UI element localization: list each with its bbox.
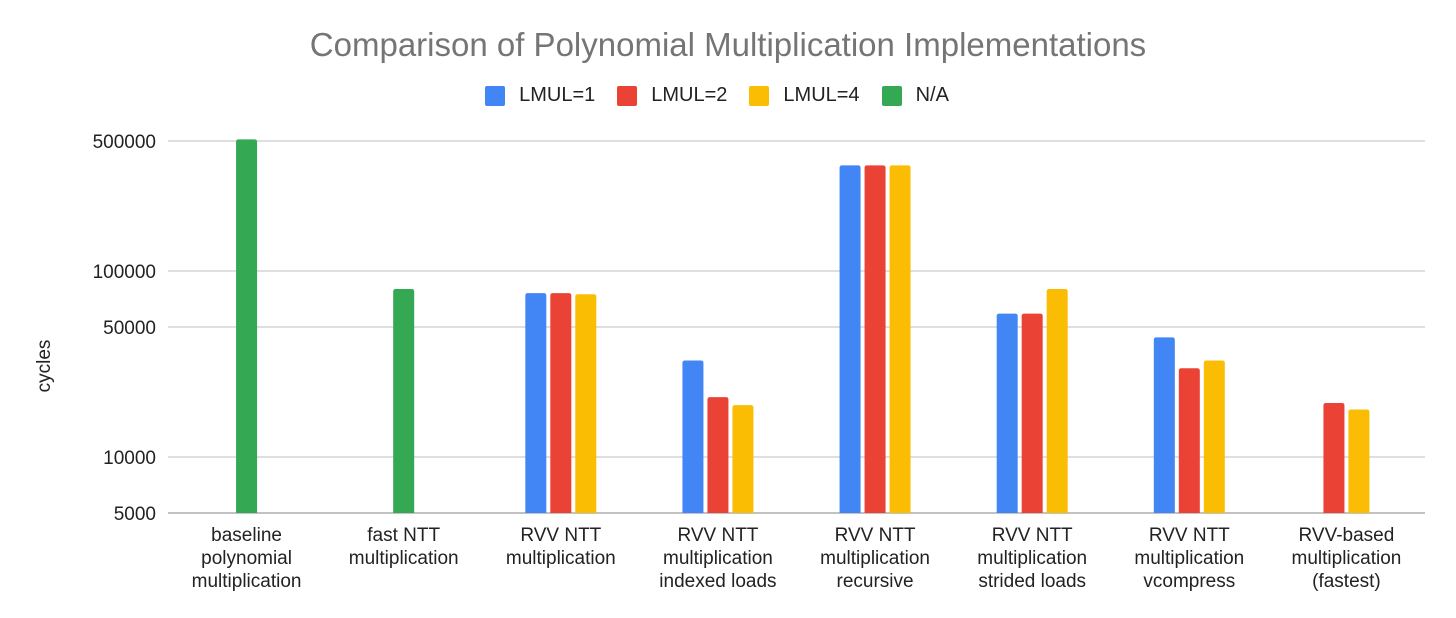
- legend-swatch: [749, 85, 770, 106]
- category-label: RVV NTT multiplication: [506, 525, 616, 569]
- legend-swatch: [881, 85, 902, 106]
- bar: [1323, 403, 1345, 513]
- y-tick-label: 50000: [103, 318, 156, 339]
- legend-item: LMUL=4: [749, 84, 860, 107]
- bar: [236, 139, 258, 513]
- category-labels: baseline polynomial multiplication fast NTT…: [192, 525, 1402, 592]
- category-label: RVV NTT multiplication indexed loads: [659, 525, 776, 592]
- chart-title: Comparison of Polynomial Multiplication …: [309, 26, 1147, 63]
- y-tick-labels: 500000 100000 50000 10000 5000: [93, 132, 156, 525]
- bar: [732, 405, 754, 513]
- bar: [864, 165, 886, 513]
- y-tick-label: 10000: [103, 448, 156, 469]
- bar: [839, 165, 861, 513]
- legend-label: LMUL=4: [783, 84, 860, 106]
- bar: [1021, 313, 1043, 513]
- bar: [682, 360, 704, 513]
- legend-label: LMUL=1: [519, 84, 596, 106]
- bar: [1046, 289, 1068, 513]
- y-tick-label: 100000: [93, 262, 156, 283]
- category-label: RVV NTT multiplication recursive: [820, 525, 930, 592]
- bar: [575, 294, 597, 513]
- category-label: RVV NTT multiplication strided loads: [977, 525, 1087, 592]
- bar: [1348, 409, 1370, 513]
- gridlines: [168, 140, 1425, 514]
- legend: LMUL=1 LMUL=2 LMUL=4 N/A: [0, 84, 1456, 107]
- category-label: baseline polynomial multiplication: [192, 525, 302, 592]
- bar: [1203, 360, 1225, 513]
- bar: [550, 293, 572, 513]
- category-label: RVV-based multiplication (fastest): [1292, 525, 1402, 592]
- bars: [236, 139, 1370, 513]
- bar: [1178, 368, 1200, 513]
- legend-swatch: [617, 85, 638, 106]
- bar: [393, 289, 415, 513]
- legend-label: LMUL=2: [651, 84, 728, 106]
- legend-swatch: [485, 85, 506, 106]
- bar: [707, 397, 729, 513]
- legend-label: N/A: [915, 84, 949, 106]
- y-axis-title: cycles: [34, 340, 55, 393]
- bar: [1153, 337, 1175, 513]
- category-label: fast NTT multiplication: [349, 525, 459, 569]
- y-tick-label: 5000: [114, 504, 156, 525]
- legend-item: N/A: [881, 84, 949, 107]
- legend-item: LMUL=1: [485, 84, 595, 107]
- bar: [525, 293, 547, 513]
- y-tick-label: 500000: [93, 132, 156, 153]
- category-label: RVV NTT multiplication vcompress: [1134, 525, 1244, 592]
- bar: [889, 165, 911, 513]
- bar: [996, 313, 1018, 513]
- legend-item: LMUL=2: [617, 84, 727, 107]
